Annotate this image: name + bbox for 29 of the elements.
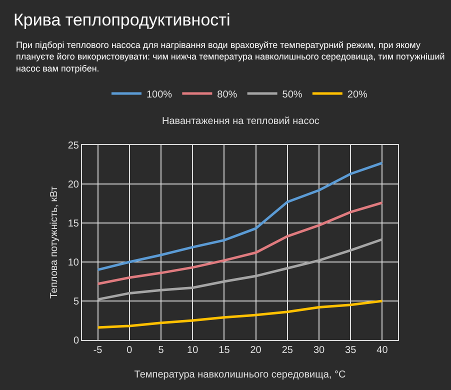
line-series — [96, 300, 384, 329]
legend-label: 100% — [146, 89, 172, 100]
chart-title: Крива теплопродуктивності — [14, 10, 230, 30]
y-tick-label: 0 — [73, 336, 80, 346]
y-tick-label: 10 — [68, 258, 80, 268]
x-tick-label: 40 — [376, 345, 388, 356]
y-tick-label: 15 — [68, 218, 80, 230]
x-tick-label: 0 — [126, 345, 133, 356]
legend-title: Навантаження на тепловий насос — [162, 116, 320, 127]
y-tick-label: 5 — [73, 296, 80, 308]
x-tick-label: 10 — [187, 345, 199, 356]
x-tick-label: 15 — [218, 345, 230, 356]
line-series — [96, 238, 384, 301]
legend-label: 20% — [347, 89, 368, 100]
y-tick-label: 20 — [68, 180, 80, 190]
y-tick-label: 25 — [68, 140, 80, 152]
x-tick-label: -5 — [93, 345, 103, 356]
x-tick-label: 30 — [313, 345, 325, 356]
x-tick-label: 20 — [250, 345, 262, 356]
x-tick-label: 5 — [158, 345, 164, 356]
x-axis-title: Температура навколишнього середовища, °C — [134, 370, 346, 380]
chart-subtitle: При підборі теплового насоса для нагрівання води враховуйте температурний режим, при якому плануєте його використовувати: чим нижча температура навколишнього середовища, тим потужніший насос вам потрібен. — [16, 40, 445, 74]
y-axis-title: Теплова потужність, кВт — [48, 186, 60, 299]
x-tick-label: 35 — [345, 345, 357, 356]
legend-label: 50% — [282, 89, 302, 100]
legend-label: 80% — [217, 89, 238, 100]
line-series — [96, 201, 384, 286]
line-series — [96, 162, 384, 272]
x-tick-label: 25 — [282, 345, 294, 356]
